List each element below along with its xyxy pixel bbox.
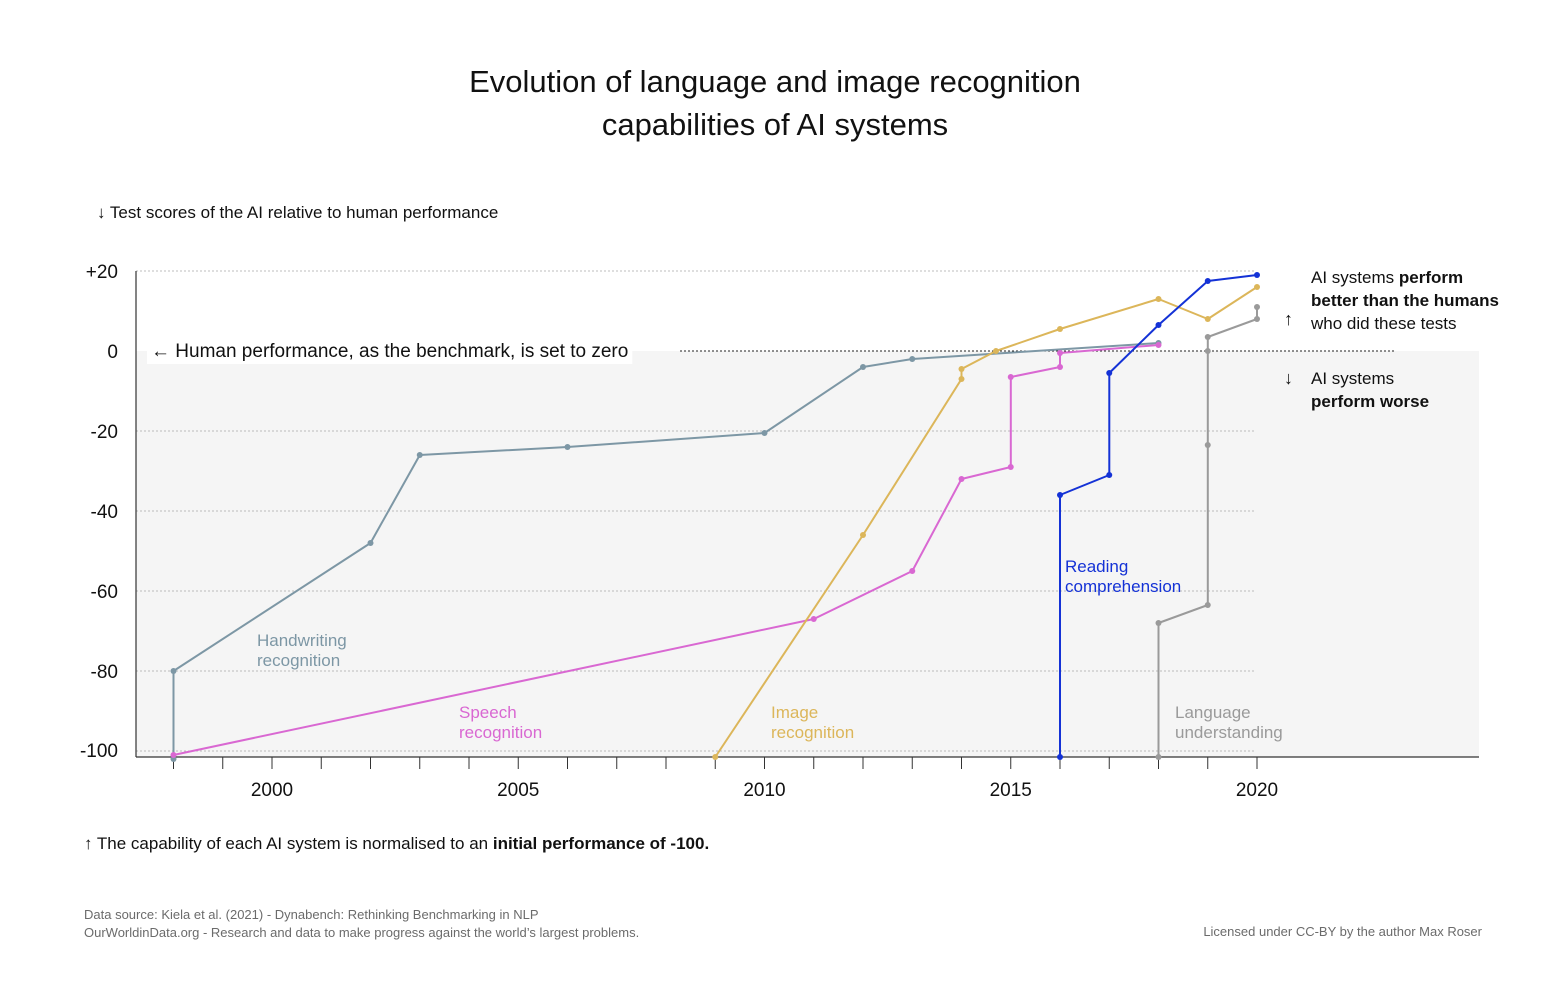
y-tick-label: -80 — [91, 662, 118, 683]
data-point — [1155, 322, 1162, 328]
data-point — [1106, 472, 1113, 478]
data-point — [992, 348, 999, 354]
data-point — [1204, 334, 1211, 340]
series-label: Reading comprehension — [1065, 557, 1181, 596]
data-point — [170, 668, 177, 674]
data-point — [1057, 754, 1063, 760]
above-label-part3: who did these tests — [1311, 314, 1457, 333]
data-point — [712, 754, 719, 760]
data-point — [1254, 316, 1260, 322]
data-point — [1204, 316, 1211, 322]
x-tick-label: 2000 — [251, 780, 293, 801]
below-zero-label: AI systems perform worse — [1311, 367, 1429, 413]
y-tick-label: -40 — [91, 502, 118, 523]
data-point — [860, 364, 866, 370]
above-arrow-icon: ↑ — [1284, 309, 1293, 329]
y-tick-label: 0 — [107, 342, 118, 363]
data-point — [1204, 278, 1211, 284]
data-point — [416, 452, 423, 458]
y-tick-label: -20 — [91, 422, 118, 443]
y-tick-label: +20 — [86, 262, 118, 283]
data-point — [1155, 754, 1162, 760]
y-tick-label: -60 — [91, 582, 118, 603]
below-label-part1: AI systems — [1311, 369, 1395, 388]
x-tick-label: 2020 — [1236, 780, 1278, 801]
above-label-part1: AI systems — [1311, 268, 1399, 287]
data-point — [810, 616, 817, 622]
data-source: Data source: Kiela et al. (2021) - Dynab… — [84, 906, 639, 942]
data-point — [1057, 492, 1063, 498]
license-text: Licensed under CC-BY by the author Max R… — [1203, 924, 1482, 939]
series-label: Image recognition — [771, 703, 854, 742]
data-point — [1204, 442, 1211, 448]
chart-title-line2: capabilities of AI systems — [601, 107, 949, 142]
data-point — [1057, 350, 1063, 356]
above-label-part1-bold: perform — [1398, 268, 1464, 287]
normalisation-note: ↑ The capability of each AI system is no… — [84, 834, 709, 854]
data-point — [564, 444, 571, 450]
chart-title: Evolution of language and image recognit… — [0, 60, 1550, 146]
normalisation-note-bold: initial performance of -100. — [492, 834, 710, 853]
above-label-part2: better than the humans — [1311, 291, 1499, 310]
below-arrow-icon: ↓ — [1284, 368, 1293, 388]
data-point — [170, 752, 177, 758]
data-point — [909, 568, 916, 574]
below-label-part2: perform worse — [1311, 392, 1430, 411]
data-point — [1254, 304, 1260, 310]
data-point — [958, 376, 965, 382]
above-zero-label: AI systems perform better than the human… — [1311, 266, 1499, 335]
data-point — [1254, 284, 1260, 290]
data-point — [1057, 364, 1063, 370]
data-point — [958, 476, 965, 482]
data-point — [1155, 342, 1162, 348]
data-point — [1007, 374, 1014, 380]
normalisation-note-text: ↑ The capability of each AI system is no… — [84, 834, 493, 853]
data-point — [1155, 620, 1162, 626]
data-point — [367, 540, 374, 546]
series-label: Handwriting recognition — [257, 631, 347, 670]
series-line — [1157, 307, 1258, 757]
zero-line-label: ← Human performance, as the benchmark, i… — [151, 341, 628, 362]
x-tick-label: 2005 — [497, 780, 539, 801]
data-point — [909, 356, 916, 362]
chart-title-line1: Evolution of language and image recognit… — [469, 64, 1081, 99]
x-tick-label: 2015 — [990, 780, 1032, 801]
below-human-region — [136, 351, 1479, 757]
zero-label-backing — [147, 339, 633, 364]
data-point — [761, 430, 768, 436]
data-point — [1007, 464, 1014, 470]
data-point — [1155, 296, 1162, 302]
source-line-1: Data source: Kiela et al. (2021) - Dynab… — [84, 907, 539, 922]
y-axis-note: ↓ Test scores of the AI relative to huma… — [97, 203, 499, 222]
series-label: Speech recognition — [459, 703, 542, 742]
series-label: Language understanding — [1175, 703, 1283, 742]
data-point — [1204, 602, 1211, 608]
y-tick-label: -100 — [80, 741, 118, 762]
data-point — [958, 366, 965, 372]
data-point — [1204, 348, 1211, 354]
data-point — [1254, 272, 1260, 278]
source-line-2: OurWorldinData.org - Research and data t… — [84, 925, 640, 940]
data-point — [1106, 370, 1113, 376]
data-point — [860, 532, 866, 538]
data-point — [1057, 326, 1063, 332]
x-tick-label: 2010 — [743, 780, 785, 801]
